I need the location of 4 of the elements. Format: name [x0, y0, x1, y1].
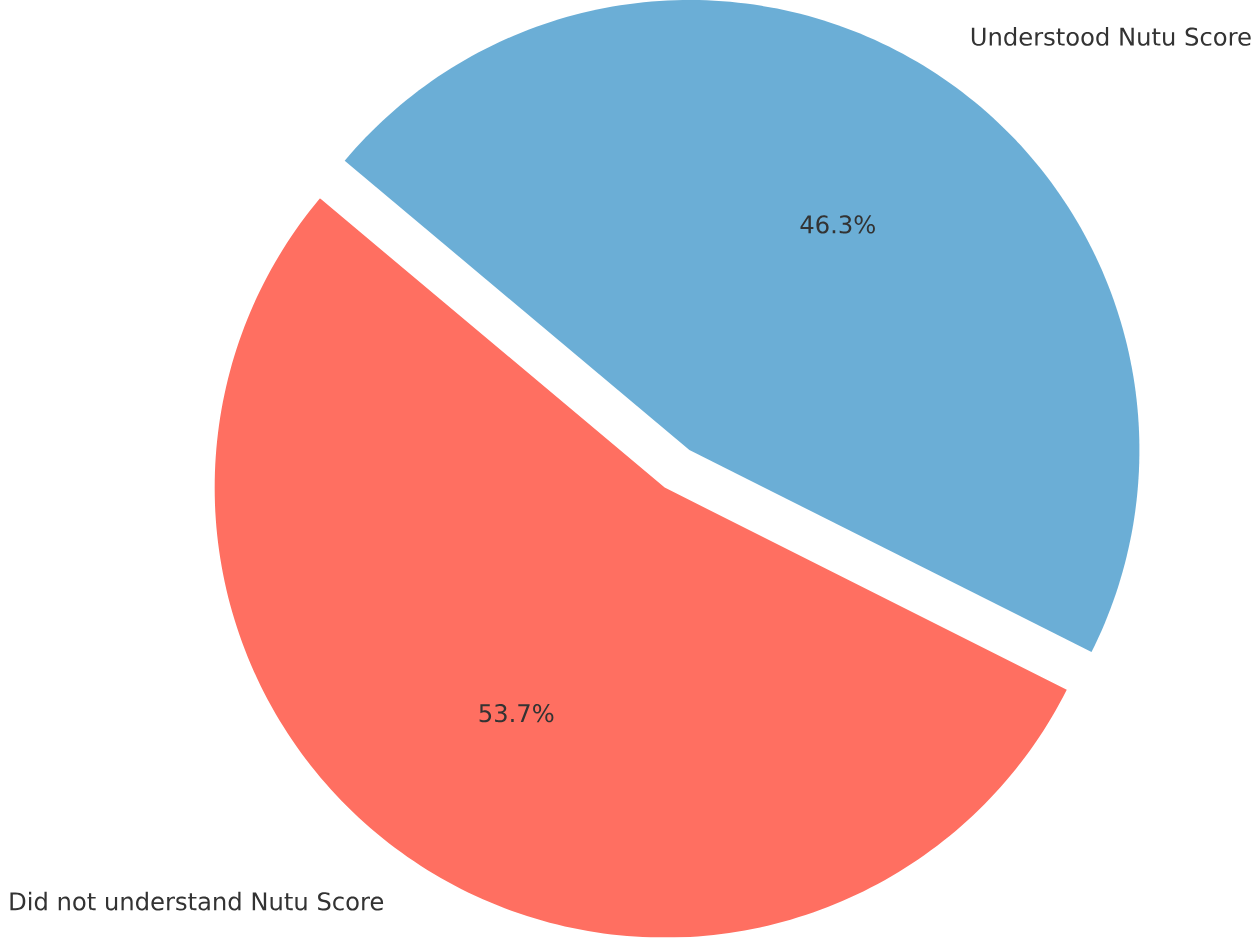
data-label: 46.3% — [800, 215, 875, 234]
data-label: 53.7% — [479, 704, 554, 723]
slice-label: Understood Nutu Score — [971, 27, 1251, 47]
slice-label: Did not understand Nutu Score — [10, 891, 384, 911]
